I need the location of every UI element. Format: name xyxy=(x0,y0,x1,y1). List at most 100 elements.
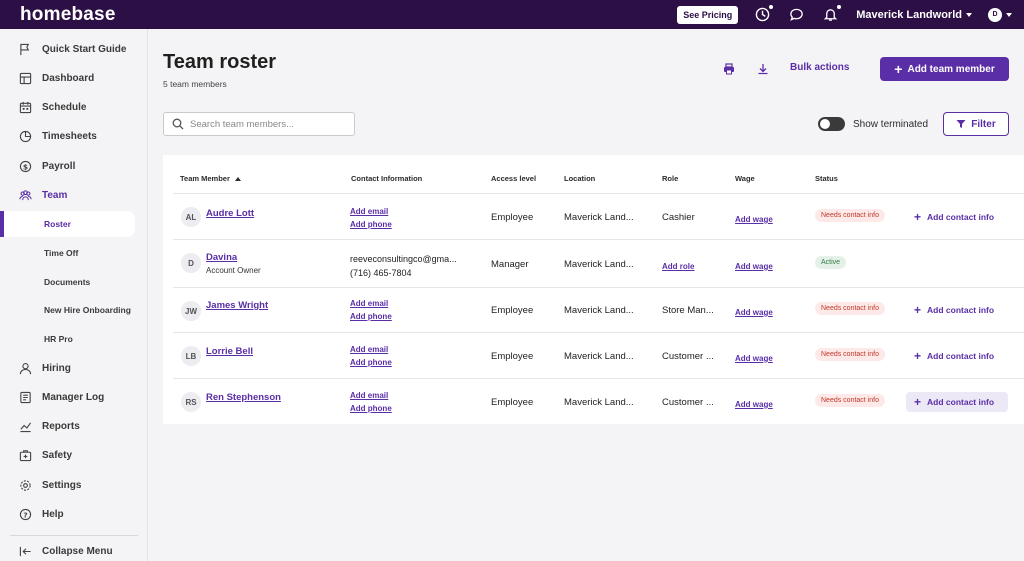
add-wage-link[interactable]: Add wage xyxy=(735,354,773,363)
add-phone-link[interactable]: Add phone xyxy=(350,312,392,321)
homebase-logo[interactable]: homebase xyxy=(20,3,116,25)
table-row[interactable]: RS Ren Stephenson Add email Add phone Em… xyxy=(173,378,1024,424)
table-row[interactable]: LB Lorrie Bell Add email Add phone Emplo… xyxy=(173,332,1024,378)
location-switcher[interactable]: Maverick Landworld xyxy=(856,9,972,21)
add-wage-link[interactable]: Add wage xyxy=(735,400,773,409)
sidebar-item-safety[interactable]: Safety xyxy=(0,444,147,466)
svg-text:?: ? xyxy=(23,510,27,519)
sidebar-item-payroll[interactable]: $ Payroll xyxy=(0,155,147,177)
add-contact-info-button[interactable]: + Add contact info xyxy=(906,392,1008,412)
account-menu[interactable]: D xyxy=(988,7,1012,22)
clock-icon[interactable] xyxy=(754,4,774,23)
collapse-menu-button[interactable]: Collapse Menu xyxy=(0,540,147,561)
sidebar-item-manager-log[interactable]: Manager Log xyxy=(0,386,147,408)
add-wage-link[interactable]: Add wage xyxy=(735,262,773,271)
sidebar-item-label: Schedule xyxy=(42,101,87,113)
chevron-down-icon xyxy=(1006,12,1012,17)
filter-icon xyxy=(956,120,966,128)
member-name-link[interactable]: Audre Lott xyxy=(206,208,255,219)
member-name-link[interactable]: Ren Stephenson xyxy=(206,392,281,403)
search-box xyxy=(163,112,355,136)
sidebar-divider xyxy=(10,535,138,536)
avatar: D xyxy=(181,253,201,273)
access-level: Manager xyxy=(491,259,529,270)
calendar-icon xyxy=(18,100,33,115)
location: Maverick Land... xyxy=(564,212,634,223)
add-wage-link[interactable]: Add wage xyxy=(735,308,773,317)
column-header-location: Location xyxy=(564,174,596,183)
sidebar-subitem-roster[interactable]: Roster xyxy=(0,211,135,237)
sidebar-item-dashboard[interactable]: Dashboard xyxy=(0,67,147,89)
column-header-status: Status xyxy=(815,174,838,183)
sidebar-item-timesheets[interactable]: Timesheets xyxy=(0,125,147,147)
first-aid-icon xyxy=(18,448,33,463)
add-phone-link[interactable]: Add phone xyxy=(350,358,392,367)
column-header-wage: Wage xyxy=(735,174,755,183)
role: Customer ... xyxy=(662,397,714,408)
add-wage-link[interactable]: Add wage xyxy=(735,215,773,224)
sidebar-item-label: Help xyxy=(42,508,64,520)
sidebar-item-reports[interactable]: Reports xyxy=(0,415,147,437)
show-terminated-toggle[interactable] xyxy=(818,117,845,131)
sidebar-subitem-documents[interactable]: Documents xyxy=(0,269,147,295)
plus-icon: + xyxy=(914,303,922,317)
column-header-team-member[interactable]: Team Member xyxy=(180,174,241,183)
sidebar-item-schedule[interactable]: Schedule xyxy=(0,96,147,118)
location: Maverick Land... xyxy=(564,397,634,408)
download-icon[interactable] xyxy=(755,61,771,77)
sidebar-item-label: Safety xyxy=(42,449,73,461)
sidebar-subitem-time-off[interactable]: Time Off xyxy=(0,240,147,266)
avatar: JW xyxy=(181,301,201,321)
sidebar-item-quick-start-guide[interactable]: Quick Start Guide xyxy=(0,38,147,60)
add-phone-link[interactable]: Add phone xyxy=(350,404,392,413)
role: Cashier xyxy=(662,212,695,223)
avatar: AL xyxy=(181,207,201,227)
member-count: 5 team members xyxy=(163,79,227,89)
dollar-icon: $ xyxy=(18,159,33,174)
column-header-label: Team Member xyxy=(180,174,230,183)
filter-button[interactable]: Filter xyxy=(943,112,1009,136)
sidebar: Quick Start Guide Dashboard Schedule Tim… xyxy=(0,29,148,561)
chat-icon[interactable] xyxy=(788,7,804,23)
add-email-link[interactable]: Add email xyxy=(350,207,389,216)
member-subtitle: Account Owner xyxy=(206,266,261,275)
add-email-link[interactable]: Add email xyxy=(350,391,389,400)
search-input[interactable] xyxy=(190,118,350,130)
add-contact-info-label: Add contact info xyxy=(927,351,995,361)
add-email-link[interactable]: Add email xyxy=(350,345,389,354)
add-team-member-button[interactable]: + Add team member xyxy=(880,57,1009,81)
member-name-link[interactable]: James Wright xyxy=(206,300,269,311)
table-row[interactable]: AL Audre Lott Add email Add phone Employ… xyxy=(173,193,1024,239)
access-level: Employee xyxy=(491,351,534,362)
user-name: Maverick Landworld xyxy=(856,8,962,21)
print-icon[interactable] xyxy=(721,61,737,77)
table-row[interactable]: D Davina Account Owner reeveconsultingco… xyxy=(173,239,1024,287)
bell-icon[interactable] xyxy=(822,4,842,23)
add-role-link[interactable]: Add role xyxy=(662,262,695,271)
sidebar-item-team[interactable]: Team xyxy=(0,184,147,206)
sidebar-subitem-new-hire-onboarding[interactable]: New Hire Onboarding xyxy=(0,297,147,323)
add-contact-info-label: Add contact info xyxy=(927,305,995,315)
member-name-link[interactable]: Lorrie Bell xyxy=(206,346,253,357)
table-row[interactable]: JW James Wright Add email Add phone Empl… xyxy=(173,287,1024,332)
filter-label: Filter xyxy=(971,118,996,130)
avatar: D xyxy=(988,7,1002,22)
sidebar-item-help[interactable]: ? Help xyxy=(0,503,147,525)
sidebar-item-settings[interactable]: Settings xyxy=(0,474,147,496)
column-header-role: Role xyxy=(662,174,679,183)
add-phone-link[interactable]: Add phone xyxy=(350,220,392,229)
add-email-link[interactable]: Add email xyxy=(350,299,389,308)
collapse-menu-label: Collapse Menu xyxy=(42,545,113,557)
see-pricing-button[interactable]: See Pricing xyxy=(677,5,739,24)
sidebar-subitem-hr-pro[interactable]: HR Pro xyxy=(0,326,147,352)
add-contact-info-button[interactable]: + Add contact info xyxy=(906,346,1008,366)
bulk-actions-button[interactable]: Bulk actions xyxy=(790,62,850,73)
add-contact-info-button[interactable]: + Add contact info xyxy=(906,300,1008,320)
sidebar-item-label: Settings xyxy=(42,479,82,491)
topbar-actions: See Pricing Maverick Landworld D xyxy=(677,0,1012,29)
member-name-link[interactable]: Davina xyxy=(206,252,238,263)
add-contact-info-label: Add contact info xyxy=(927,397,995,407)
add-contact-info-button[interactable]: + Add contact info xyxy=(906,207,1008,227)
sidebar-item-label: Timesheets xyxy=(42,130,97,142)
sidebar-item-hiring[interactable]: Hiring xyxy=(0,357,147,379)
